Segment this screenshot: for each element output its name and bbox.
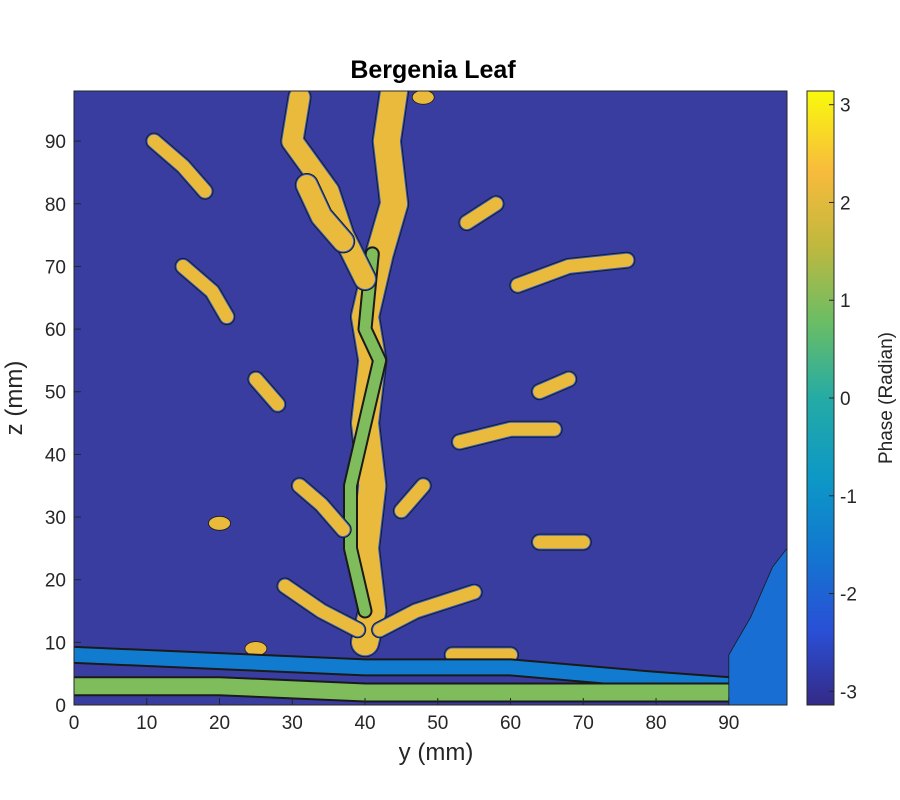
contour-vein-16 [460,197,503,230]
contour-vein-6 [249,372,285,411]
x-tick-label-10: 10 [136,713,157,734]
x-tick-label-40: 40 [354,713,375,734]
x-tick-label-60: 60 [500,713,521,734]
colorbar-tick-label-3: 3 [840,96,851,117]
y-tick-label-50: 50 [45,383,66,404]
contour-vein-9 [373,585,481,637]
contour-features [74,91,787,705]
x-tick-label-70: 70 [573,713,594,734]
colorbar-ticks: -3 -2 -1 0 1 2 3 [829,96,857,703]
y-tick-label-60: 60 [45,320,66,341]
contour-vein-8 [278,579,365,637]
contour-vein-15 [511,253,634,292]
x-tick-label-80: 80 [645,713,666,734]
chart-title: Bergenia Leaf [350,56,516,84]
contour-vein-10 [394,479,430,518]
colorbar-tick-label-1: 1 [840,291,851,312]
contour-baseline-band-20 [74,647,751,694]
x-tick-label-90: 90 [718,713,739,734]
contour-blob-17 [208,515,231,531]
contour-midrib-core-1 [345,248,386,617]
contour-vein-7 [293,479,350,537]
x-tick-label-0: 0 [69,713,80,734]
colorbar-tick-label--2: -2 [840,585,857,606]
contour-vein-12 [533,372,576,399]
x-tick-label-50: 50 [427,713,448,734]
x-axis-ticks: 0 10 20 30 40 50 60 70 80 90 [69,698,739,734]
contour-vein-4 [147,134,212,198]
y-tick-label-80: 80 [45,195,66,216]
colorbar-tick-label-0: 0 [840,389,851,410]
y-tick-label-10: 10 [45,633,66,654]
y-axis-label: z (mm) [1,361,28,436]
colorbar-tick-label--3: -3 [840,682,857,703]
contour-branch-3 [296,175,354,252]
x-axis-label: y (mm) [399,739,474,766]
x-tick-label-20: 20 [209,713,230,734]
x-tick-label-30: 30 [282,713,303,734]
contour-vein-5 [176,259,234,324]
y-axis-ticks: 0 10 20 30 40 50 60 70 80 90 [45,132,81,717]
contour-edge-region [728,547,787,705]
colorbar-tick-label--1: -1 [840,487,857,508]
y-tick-label-90: 90 [45,132,66,153]
plot-frame [73,90,788,706]
y-tick-label-20: 20 [45,571,66,592]
contour-vein-11 [453,422,561,449]
colorbar-label: Phase (Radian) [876,332,897,464]
contour-blob-19 [411,91,435,105]
y-tick-label-40: 40 [45,445,66,466]
y-tick-label-0: 0 [55,696,66,717]
contour-baseline-band-21 [74,678,752,701]
y-tick-label-70: 70 [45,257,66,278]
y-tick-label-30: 30 [45,508,66,529]
colorbar-tick-label-2: 2 [840,193,851,214]
